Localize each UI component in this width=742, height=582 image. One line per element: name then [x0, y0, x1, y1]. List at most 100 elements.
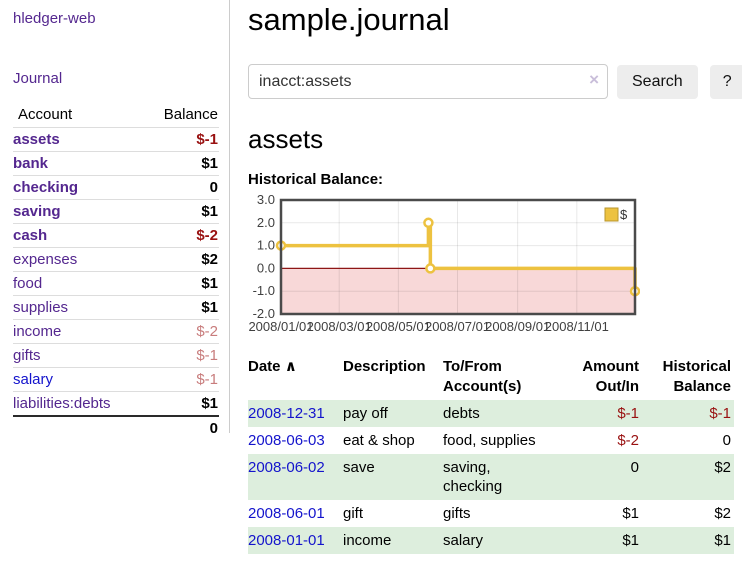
transaction-amount: $-2: [617, 432, 639, 449]
transaction-balance: $2: [714, 505, 731, 522]
transaction-balance: 0: [722, 432, 731, 449]
date-header-label: Date: [248, 358, 281, 375]
account-link[interactable]: expenses: [13, 251, 78, 268]
app-title-link[interactable]: hledger-web: [13, 10, 96, 27]
account-row: saving $1: [13, 199, 219, 224]
transaction-date-link[interactable]: 2008-06-03: [248, 432, 325, 449]
transaction-amount: $-1: [617, 405, 639, 422]
account-balance: $1: [144, 391, 219, 416]
svg-text:2008/07/01: 2008/07/01: [425, 319, 490, 334]
table-row: 2008-06-01 gift gifts $1 $2: [248, 500, 734, 527]
sidebar: hledger-web Journal Account Balance asse…: [0, 0, 230, 440]
transaction-date-link[interactable]: 2008-06-01: [248, 505, 325, 522]
account-balance: $-1: [144, 367, 219, 392]
table-row: 2008-06-02 save saving, checking 0 $2: [248, 454, 734, 500]
account-row: bank $1: [13, 151, 219, 176]
transaction-balance: $2: [714, 459, 731, 476]
transaction-balance: $-1: [709, 405, 731, 422]
account-row: salary $-1: [13, 367, 219, 392]
transaction-description: income: [343, 532, 392, 549]
account-balance: $1: [144, 199, 219, 224]
account-link[interactable]: supplies: [13, 299, 69, 316]
svg-text:-2.0: -2.0: [253, 306, 275, 321]
account-balance: $-2: [144, 319, 219, 344]
accounts-header-balance: Balance: [163, 106, 218, 123]
svg-text:2008/03/01: 2008/03/01: [307, 319, 372, 334]
svg-text:1.0: 1.0: [257, 238, 275, 253]
account-row: cash $-2: [13, 223, 219, 248]
account-row: liabilities:debts $1: [13, 391, 219, 416]
account-balance: $-2: [144, 223, 219, 248]
account-link[interactable]: food: [13, 275, 43, 292]
table-row: 2008-01-01 income salary $1 $1: [248, 527, 734, 554]
col-header-description: Description: [343, 358, 426, 375]
account-row: gifts $-1: [13, 343, 219, 368]
sidebar-item-journal[interactable]: Journal: [13, 70, 63, 87]
clear-search-icon[interactable]: ×: [589, 70, 599, 89]
account-link[interactable]: gifts: [13, 347, 41, 364]
table-row: 2008-12-31 pay off debts $-1 $-1: [248, 400, 734, 427]
account-link[interactable]: checking: [13, 179, 79, 196]
search-input[interactable]: [248, 64, 608, 99]
transaction-balance: $1: [714, 532, 731, 549]
svg-text:2008/11/01: 2008/11/01: [545, 319, 609, 334]
page-title: sample.journal: [248, 2, 450, 37]
svg-text:$: $: [620, 207, 628, 222]
register-header-row: Date ∧ Description To/From Account(s) Am…: [248, 355, 734, 400]
help-button[interactable]: ?: [709, 64, 742, 99]
accounts-header-row: Account Balance: [13, 103, 219, 128]
account-row: expenses $2: [13, 247, 219, 272]
register-table: Date ∧ Description To/From Account(s) Am…: [248, 355, 734, 554]
chart-title: Historical Balance:: [248, 171, 384, 188]
account-row: income $-2: [13, 319, 219, 344]
accounts-total-row: 0: [13, 415, 219, 440]
transaction-accounts: food, supplies: [443, 432, 536, 449]
account-link[interactable]: bank: [13, 155, 49, 172]
svg-text:2008/01/01: 2008/01/01: [248, 319, 313, 334]
accounts-total-balance: 0: [144, 415, 219, 440]
account-link[interactable]: assets: [13, 131, 60, 148]
account-link[interactable]: cash: [13, 227, 48, 244]
svg-text:-1.0: -1.0: [253, 283, 275, 298]
transaction-date-link[interactable]: 2008-01-01: [248, 532, 325, 549]
historical-balance-chart[interactable]: $3.0 2.0 1.0 0.0 -1.0 -2.0 2008/01/01 2008/03/0…: [248, 192, 742, 342]
col-header-balance: Historical Balance: [662, 358, 731, 395]
svg-text:2008/05/01: 2008/05/01: [366, 319, 431, 334]
sort-asc-icon: ∧: [284, 358, 297, 375]
account-link[interactable]: income: [13, 323, 62, 340]
transaction-amount: $1: [622, 505, 639, 522]
account-heading: assets: [248, 124, 324, 154]
transaction-date-link[interactable]: 2008-06-02: [248, 459, 325, 476]
transaction-accounts: debts: [443, 405, 480, 422]
col-header-accounts: To/From Account(s): [443, 358, 522, 395]
account-link[interactable]: salary: [13, 371, 54, 388]
accounts-table: Account Balance assets $-1 bank $1 checkin…: [13, 103, 219, 440]
transaction-description: pay off: [343, 405, 388, 422]
col-header-date[interactable]: Date ∧: [248, 355, 343, 400]
svg-text:2.0: 2.0: [257, 215, 275, 230]
account-link[interactable]: saving: [13, 203, 61, 220]
transaction-accounts: gifts: [443, 505, 471, 522]
account-balance: $1: [144, 295, 219, 320]
search-button[interactable]: Search: [617, 64, 698, 99]
account-link[interactable]: liabilities:debts: [13, 395, 111, 412]
account-row: supplies $1: [13, 295, 219, 320]
transaction-amount: 0: [630, 459, 639, 476]
account-balance: 0: [144, 175, 219, 200]
account-balance: $2: [144, 247, 219, 272]
transaction-description: gift: [343, 505, 364, 522]
account-balance: $-1: [144, 127, 219, 152]
account-balance: $1: [144, 151, 219, 176]
account-row: assets $-1: [13, 127, 219, 152]
account-balance: $1: [144, 271, 219, 296]
account-row: food $1: [13, 271, 219, 296]
transaction-accounts: salary: [443, 532, 484, 549]
table-row: 2008-06-03 eat & shop food, supplies $-2…: [248, 427, 734, 454]
account-balance: $-1: [144, 343, 219, 368]
transaction-amount: $1: [622, 532, 639, 549]
transaction-date-link[interactable]: 2008-12-31: [248, 405, 325, 422]
svg-text:0.0: 0.0: [257, 260, 275, 275]
search-form: × Search ?: [248, 64, 742, 99]
transaction-description: eat & shop: [343, 432, 415, 449]
